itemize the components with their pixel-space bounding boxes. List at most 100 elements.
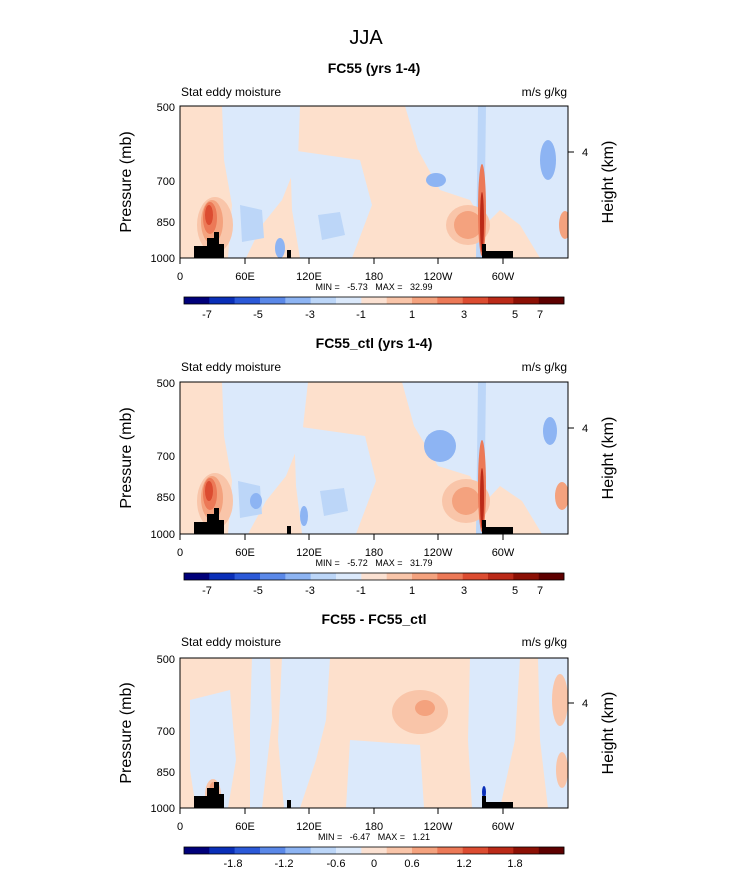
colorbar-swatch	[513, 573, 539, 580]
colorbar-swatch	[336, 573, 362, 580]
positive-region	[480, 192, 484, 252]
y2-tick-label: 4	[582, 698, 588, 710]
colorbar-tick-label: -5	[253, 309, 263, 321]
colorbar	[183, 572, 565, 581]
colorbar-swatch	[234, 847, 261, 854]
variable-label: Stat eddy moisture	[181, 635, 281, 649]
colorbar-swatch	[437, 573, 463, 580]
x-tick-label: 60W	[492, 271, 515, 283]
colorbar-swatch	[209, 573, 235, 580]
panel-title: FC55 - FC55_ctl	[321, 611, 426, 627]
colorbar-swatch	[336, 847, 362, 854]
colorbar-swatch	[412, 573, 438, 580]
positive-region	[555, 482, 568, 510]
x-ticks	[179, 534, 504, 540]
positive-region	[415, 700, 435, 716]
min-max-label: MIN = -6.47 MAX = 1.21	[318, 832, 430, 842]
colorbar	[183, 296, 565, 305]
colorbar-tick-label: -7	[202, 309, 212, 321]
colorbar-swatch	[184, 847, 210, 854]
panel-1: FC55 (yrs 1-4) Stat eddy moisture m/s g/…	[118, 60, 617, 321]
colorbar-swatch	[437, 847, 463, 854]
colorbar-tick-label: -1.2	[275, 858, 294, 870]
colorbar-swatch	[386, 573, 413, 580]
x-tick-label: 120E	[296, 271, 322, 283]
y-tick-label: 700	[157, 176, 175, 188]
topography-mask	[482, 520, 513, 534]
colorbar-swatch	[361, 573, 387, 580]
colorbar-tick-label: 7	[537, 585, 543, 597]
colorbar-swatch	[209, 847, 235, 854]
colorbar-swatch	[462, 297, 489, 304]
y-tick-label: 500	[157, 378, 175, 390]
colorbar-swatch	[538, 297, 565, 304]
x-tick-label: 0	[177, 547, 183, 559]
colorbar-tick-label: 1	[409, 309, 415, 321]
colorbar-swatch	[386, 297, 413, 304]
contour-field	[180, 382, 568, 534]
x-ticks	[179, 258, 504, 264]
negative-region	[278, 658, 330, 808]
colorbar-swatch	[488, 573, 514, 580]
variable-label: Stat eddy moisture	[181, 360, 281, 374]
colorbar-swatch	[437, 297, 463, 304]
variable-label: Stat eddy moisture	[181, 85, 281, 99]
colorbar-swatch	[184, 573, 210, 580]
negative-region	[275, 238, 285, 258]
x-tick-label: 120E	[296, 821, 322, 833]
colorbar-tick-label: -3	[305, 309, 315, 321]
min-max-label: MIN = -5.72 MAX = 31.79	[315, 558, 432, 568]
panel-2: FC55_ctl (yrs 1-4) Stat eddy moisture m/…	[118, 335, 617, 597]
y-tick-label: 500	[157, 102, 175, 114]
x-tick-label: 60E	[235, 271, 255, 283]
colorbar-tick-label: -7	[202, 585, 212, 597]
colorbar-swatch	[285, 847, 311, 854]
negative-region	[543, 417, 557, 445]
topography-mask	[482, 244, 513, 258]
y2-axis-label: Height (km)	[600, 692, 617, 775]
x-tick-label: 120E	[296, 547, 322, 559]
negative-region	[240, 205, 264, 242]
colorbar-swatch	[361, 297, 387, 304]
x-tick-label: 60W	[492, 547, 515, 559]
x-tick-label: 60E	[235, 547, 255, 559]
colorbar-swatch	[260, 847, 286, 854]
y-tick-label: 1000	[151, 253, 175, 265]
topography-mask	[287, 250, 291, 258]
topography-mask	[194, 782, 224, 808]
topography-mask	[287, 800, 291, 808]
colorbar-tick-label: -3	[305, 585, 315, 597]
min-max-label: MIN = -5.73 MAX = 32.99	[315, 282, 432, 292]
colorbar-tick-label: 3	[461, 585, 467, 597]
colorbar-swatch	[386, 847, 413, 854]
y-tick-label: 850	[157, 217, 175, 229]
topography-mask	[194, 508, 224, 534]
x-tick-label: 120W	[424, 547, 453, 559]
colorbar-swatch	[488, 847, 514, 854]
colorbar-swatch	[234, 297, 261, 304]
negative-region	[320, 488, 348, 516]
x-tick-label: 120W	[424, 271, 453, 283]
colorbar-swatch	[412, 847, 438, 854]
y-tick-label: 850	[157, 492, 175, 504]
colorbar-tick-label: 5	[512, 585, 518, 597]
negative-region	[482, 786, 486, 798]
colorbar-swatch	[462, 847, 489, 854]
colorbar-swatch	[285, 573, 311, 580]
colorbar-swatch	[412, 297, 438, 304]
colorbar-tick-label: 7	[537, 309, 543, 321]
topography-mask	[482, 796, 513, 808]
colorbar-frame	[183, 846, 565, 855]
negative-region	[318, 212, 345, 240]
y2-tick-label: 4	[582, 147, 588, 159]
y2-tick-label: 4	[582, 423, 588, 435]
colorbar-swatch	[184, 297, 210, 304]
colorbar-swatch	[310, 297, 337, 304]
panel-3: FC55 - FC55_ctl Stat eddy moisture m/s g…	[118, 611, 617, 870]
topography-mask	[287, 526, 291, 534]
contour-field	[180, 658, 568, 808]
colorbar-labels: -7 -5 -3 -1 1 3 5 7	[202, 309, 543, 321]
negative-region	[250, 493, 262, 509]
negative-region	[540, 140, 556, 180]
negative-region	[300, 506, 308, 526]
